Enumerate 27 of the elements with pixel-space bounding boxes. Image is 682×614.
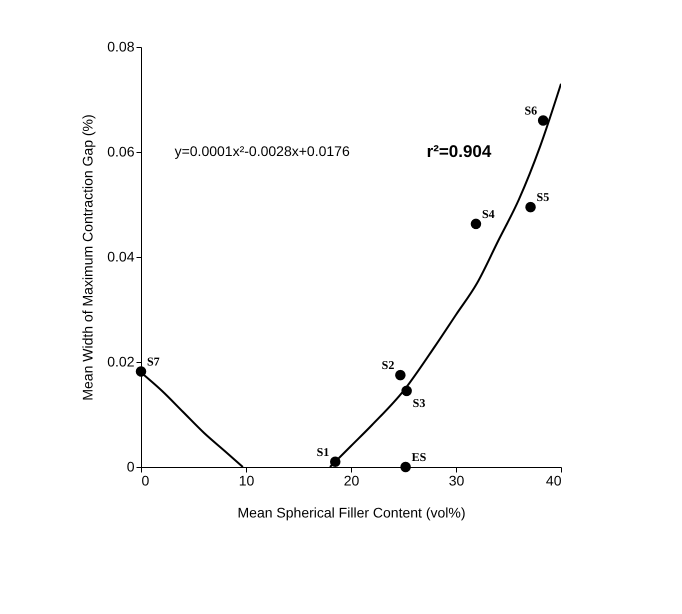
annotation: ES (412, 450, 427, 464)
annotation: S1 (316, 444, 330, 459)
annotation: y=0.0001x²-0.0028x+0.0176 (174, 143, 350, 159)
x-tick-label: 0 (142, 472, 150, 488)
y-tick-label: 0.02 (107, 354, 135, 370)
annotation: S7 (147, 354, 160, 368)
x-tick-label: 20 (344, 472, 360, 488)
point (538, 115, 548, 126)
point (395, 370, 406, 380)
point (525, 202, 536, 212)
annotation: S5 (536, 190, 550, 204)
annotation: S4 (482, 206, 495, 221)
y-tick-label: 0.08 (107, 38, 135, 54)
x-tick-label: 30 (448, 472, 464, 488)
point (470, 218, 482, 230)
annotation: S3 (412, 396, 426, 410)
annotation: S2 (382, 358, 394, 372)
y-tick-label: 0.06 (107, 144, 135, 160)
point (400, 462, 411, 472)
y-tick-label: 0.04 (107, 248, 135, 264)
x-tick-label: 10 (238, 472, 254, 488)
y-tick-label: 0 (126, 458, 135, 474)
annotation: r²=0.904 (426, 142, 492, 161)
x-axis-title: Mean Spherical Filler Content (vol%) (238, 504, 466, 520)
y-axis-title: Mean Width of Maximum Contraction Gap (%) (79, 114, 96, 401)
annotation: S6 (524, 104, 538, 118)
x-tick-label: 40 (546, 472, 562, 488)
